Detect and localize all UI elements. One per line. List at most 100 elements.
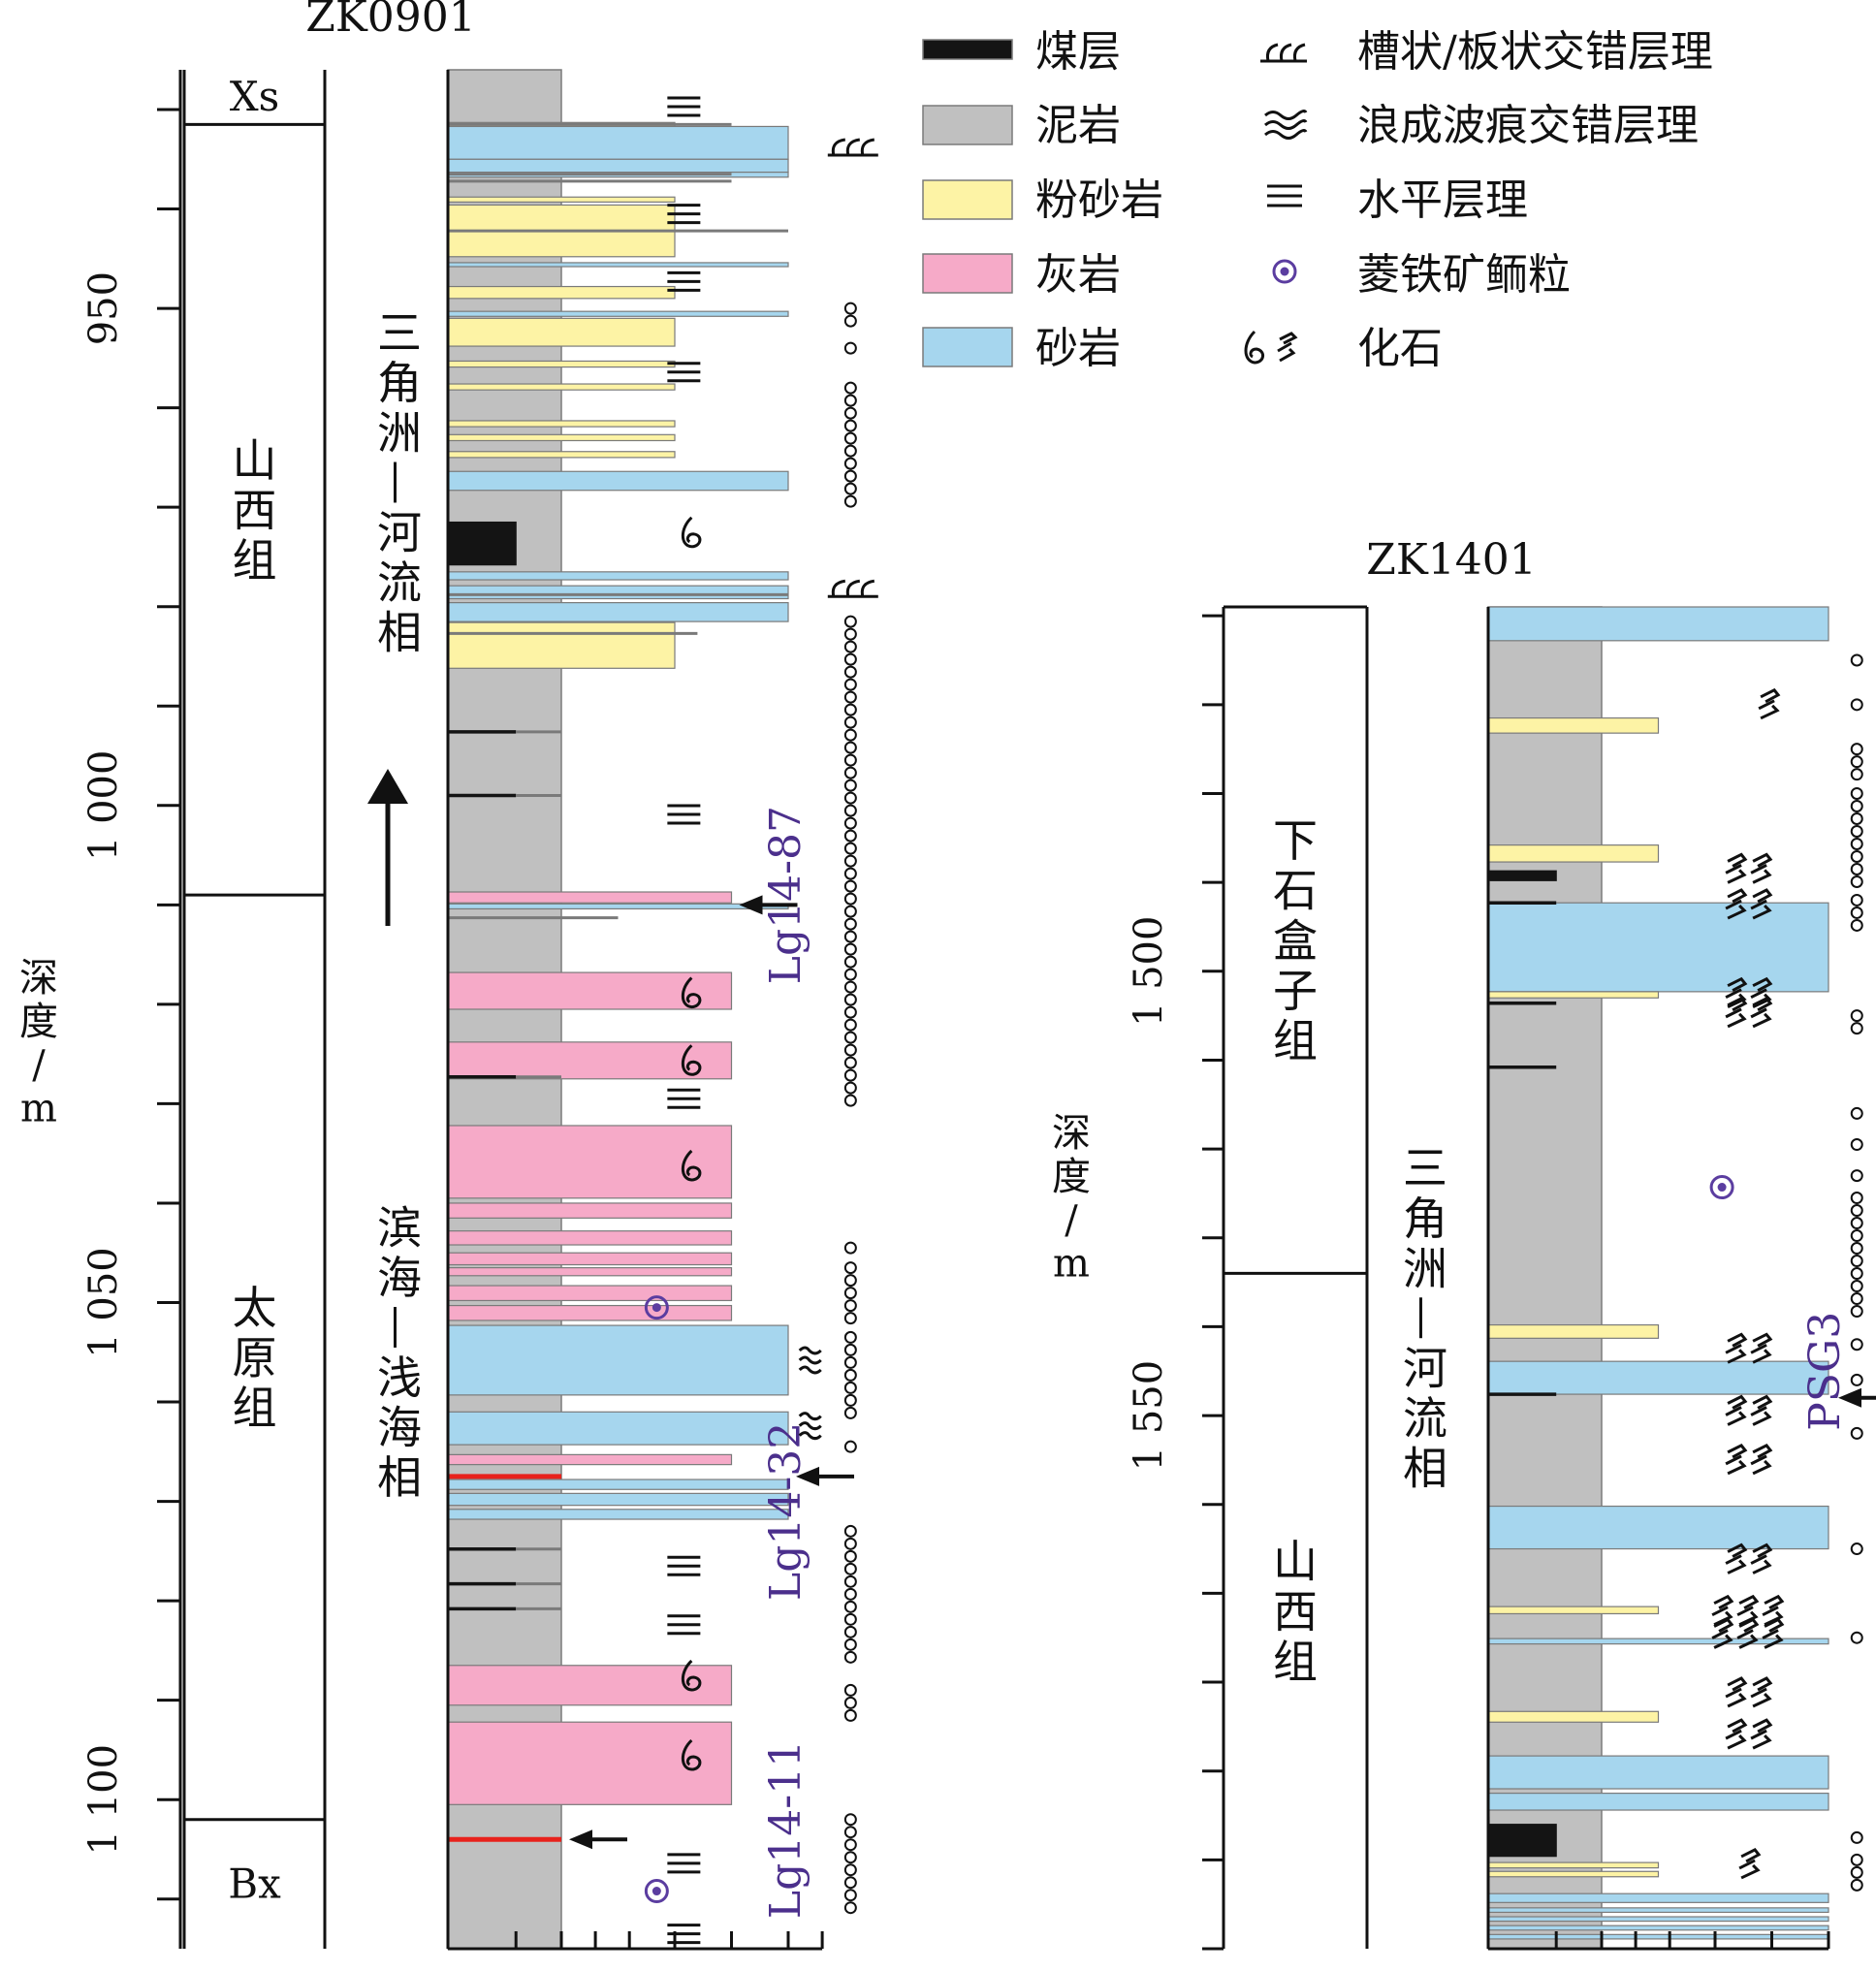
legend-swatch-coal [922,39,1013,60]
lithology-layer-siltstone [447,451,676,459]
nodule-circle [843,1612,857,1626]
lithology-layer-limestone [447,1125,733,1199]
fossil-icon [681,1659,702,1692]
nodule-circle [1850,768,1863,781]
vertical-label-char: 原 [233,1331,277,1384]
fossil-icon [1725,1543,1748,1574]
horizontal-bedding-icon [667,96,701,117]
lithology-layer-sandstone [1487,1933,1829,1940]
vertical-label-char: 浅 [377,1352,422,1404]
nodule-circle [843,431,857,445]
nodule-circle [843,406,857,420]
nodule-circle [843,1312,857,1325]
nodule-circle [843,1368,857,1382]
lithology-layer-siltstone [1487,1861,1660,1869]
fossil-icon [681,516,702,549]
fossil-icon [1750,996,1773,1029]
legend-swatch-siltstone [922,179,1013,220]
lithology-layer-coal [447,521,517,566]
vertical-label-char: 石 [1273,865,1318,917]
siderite-oolite-icon-core [652,1303,661,1313]
lithology-layer-sandstone [447,1479,789,1490]
lithology-layer-siltstone [1487,716,1660,734]
lithology-layer-sandstone [447,310,789,317]
nodule-circle [843,1330,857,1344]
sample-label: Lg14-32 [761,1422,811,1601]
fossil-icon [1725,852,1748,884]
vertical-label-char: 流 [1403,1392,1447,1445]
lithology-layer-siltstone [447,621,676,669]
nodule-circle [1850,1305,1863,1319]
nodule-circle [843,942,857,956]
nodule-circle [843,1696,857,1709]
fossil-icon [1725,976,1748,1009]
vertical-label-char: 组 [233,534,277,587]
fossil-icon [1725,1444,1748,1476]
vertical-label-char: 组 [1273,1014,1318,1066]
nodule-circle [1850,1138,1863,1152]
fossil-icon [1738,1848,1762,1880]
lithology-layer-siltstone [1487,1323,1660,1339]
fossil-icon [1725,1718,1748,1750]
vertical-label-char: 西 [233,484,277,536]
siderite-oolite-icon-core [652,1887,661,1896]
nodule-circle [1850,1373,1863,1386]
nodule-circle [1850,1338,1863,1352]
nodule-circle [843,1261,857,1275]
vertical-label-char: / [32,1043,46,1088]
vertical-label-char: 深 [19,956,58,1001]
fossil-icon [1750,1543,1773,1574]
nodule-circle [843,955,857,969]
well-title: ZK0901 [305,0,475,42]
nodule-circle [843,728,857,742]
nodule-circle [843,1625,857,1638]
sample-arrow-head [569,1829,592,1850]
lithology-layer-coal [1487,870,1557,881]
vertical-label-char: 相 [1403,1442,1447,1494]
nodule-circle [843,1343,857,1356]
nodule-circle [843,1813,857,1827]
vertical-label-char: m [1053,1242,1090,1287]
nodule-circle [843,1241,857,1255]
lithology-layer-limestone [447,891,733,904]
nodule-circle [1850,906,1863,919]
vertical-label-char: 角 [1403,1193,1447,1245]
nodule-circle [843,1574,857,1588]
lithology-layer-sandstone [1487,1892,1829,1903]
fossil-icon [1244,330,1298,365]
wave-ripple-icon [798,1412,822,1441]
nodule-circle [843,444,857,458]
trough-cross-bedding-icon [827,138,878,157]
lithology-layer-limestone [447,1453,733,1466]
nodule-circle [843,627,857,641]
horizontal-bedding-icon [1267,184,1302,207]
lithology-layer-sandstone [1487,1924,1829,1931]
nodule-circle [843,1094,857,1107]
legend-label-sandstone: 砂岩 [1035,324,1121,373]
lithology-layer-sandstone [447,1509,789,1520]
nodule-circle [1850,698,1863,712]
fossil-icon [1725,1332,1748,1364]
lithology-layer-siltstone [447,433,676,442]
vertical-label-char: / [1065,1198,1078,1243]
nodule-circle [1850,862,1863,875]
vertical-label-char: m [20,1087,57,1131]
depth-axis-label: 深度/m [1052,1111,1091,1286]
legend-label-siderite-oolite: 菱铁矿鲕粒 [1357,250,1571,300]
vertical-label-char: 海 [377,1252,422,1304]
lithology-layer-sandstone [1487,1907,1829,1914]
formation-label: 太原组 [233,1282,277,1434]
horizontal-bedding-icon [667,1614,701,1636]
vertical-label-char: 组 [1273,1636,1318,1688]
fossil-icon [1758,687,1781,720]
nodule-circle [1850,1865,1863,1879]
nodule-circle [843,394,857,407]
nodule-circle [843,1889,857,1902]
nodule-circle [1850,1255,1863,1268]
nodule-circle [843,1562,857,1575]
nodule-circle [843,494,857,508]
nodule-circle [843,1043,857,1057]
